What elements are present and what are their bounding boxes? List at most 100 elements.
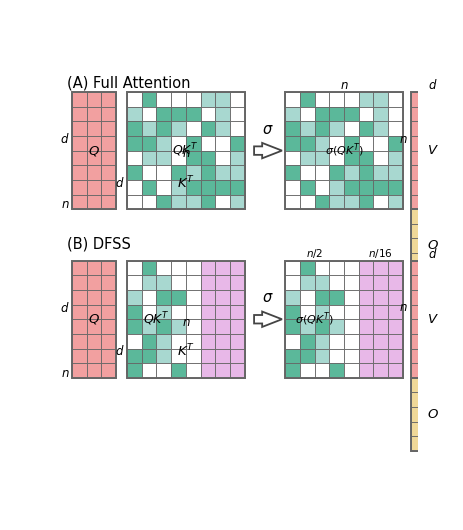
Bar	[343, 261, 358, 276]
Bar	[358, 180, 373, 195]
Bar	[200, 319, 215, 334]
Bar	[215, 136, 230, 151]
Bar	[439, 151, 454, 165]
Bar	[373, 136, 388, 151]
Bar	[425, 224, 439, 238]
Bar	[425, 392, 439, 407]
Bar	[127, 107, 141, 121]
Bar	[230, 363, 244, 378]
Bar	[284, 92, 402, 209]
Bar	[171, 190, 186, 205]
Bar	[439, 276, 454, 290]
Bar	[410, 305, 425, 319]
Bar	[358, 92, 373, 107]
Bar	[230, 92, 244, 107]
Bar	[439, 121, 454, 136]
Bar	[425, 363, 439, 378]
Bar	[388, 363, 402, 378]
Bar	[101, 334, 116, 349]
Bar	[230, 261, 244, 276]
Bar	[358, 334, 373, 349]
Bar	[171, 290, 186, 305]
Text: $\sigma(QK^T)$: $\sigma(QK^T)$	[324, 142, 363, 160]
Bar	[87, 136, 101, 151]
Bar	[425, 121, 439, 136]
Bar	[343, 349, 358, 363]
Bar	[230, 151, 244, 165]
Bar	[156, 175, 171, 190]
Bar	[186, 151, 200, 165]
Bar	[299, 305, 314, 319]
Bar	[87, 349, 101, 363]
Bar	[439, 305, 454, 319]
Bar	[343, 334, 358, 349]
Bar	[410, 290, 425, 305]
Bar	[127, 261, 244, 378]
Bar	[439, 363, 454, 378]
Bar	[439, 180, 454, 195]
Text: $\sigma(QK^T)$: $\sigma(QK^T)$	[294, 311, 333, 328]
Bar	[373, 121, 388, 136]
Bar	[343, 305, 358, 319]
Bar	[141, 358, 156, 373]
Text: $n$: $n$	[61, 367, 69, 379]
Bar	[439, 209, 454, 224]
Bar	[425, 378, 439, 392]
Bar	[141, 349, 156, 363]
Bar	[141, 161, 156, 175]
Bar	[101, 363, 116, 378]
Bar	[373, 363, 388, 378]
Bar	[141, 290, 156, 305]
Bar	[425, 151, 439, 165]
Bar	[215, 190, 230, 205]
Bar	[314, 363, 329, 378]
Bar	[186, 175, 200, 190]
Bar	[230, 161, 244, 175]
Bar	[171, 319, 186, 334]
Bar	[215, 334, 230, 349]
Bar	[141, 195, 156, 209]
Bar	[87, 334, 101, 349]
Bar	[299, 121, 314, 136]
Bar	[388, 334, 402, 349]
Bar	[186, 305, 200, 319]
Bar	[358, 195, 373, 209]
Bar	[425, 349, 439, 363]
Bar	[373, 290, 388, 305]
Bar	[171, 92, 186, 107]
Bar	[388, 195, 402, 209]
Bar	[141, 107, 156, 121]
Bar	[425, 92, 439, 107]
Bar	[388, 349, 402, 363]
Bar	[101, 121, 116, 136]
Bar	[156, 107, 171, 121]
Bar	[329, 261, 343, 276]
Bar	[127, 276, 141, 290]
Bar	[200, 363, 215, 378]
Bar	[200, 334, 215, 349]
Bar	[127, 334, 141, 349]
Bar	[215, 276, 230, 290]
Bar	[425, 319, 439, 334]
Bar	[87, 276, 101, 290]
Bar	[410, 378, 454, 451]
Bar	[425, 261, 439, 276]
Bar	[186, 329, 200, 344]
Bar	[141, 175, 156, 190]
Text: $d$: $d$	[115, 344, 125, 358]
Bar	[127, 344, 141, 358]
Bar	[186, 107, 200, 121]
Bar	[127, 161, 141, 175]
Bar	[127, 290, 141, 305]
Bar	[425, 238, 439, 253]
Bar	[127, 349, 141, 363]
Bar	[72, 195, 87, 209]
Bar	[87, 151, 101, 165]
Bar	[101, 276, 116, 290]
Bar	[410, 136, 425, 151]
Bar	[425, 305, 439, 319]
Bar	[230, 329, 244, 344]
Bar	[200, 121, 215, 136]
Bar	[358, 305, 373, 319]
Bar	[299, 276, 314, 290]
